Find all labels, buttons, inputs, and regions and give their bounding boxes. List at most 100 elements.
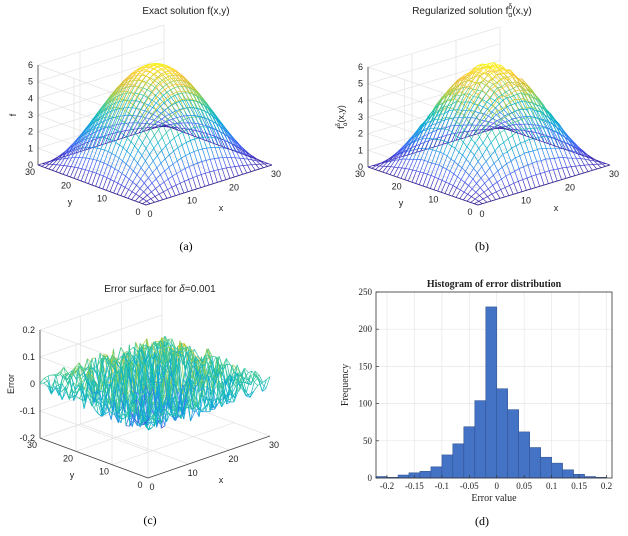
z-axis-label-part: α xyxy=(343,122,349,126)
surface-mesh-line xyxy=(153,114,158,118)
surface-mesh-line xyxy=(131,119,137,129)
surface-mesh-line xyxy=(94,123,100,127)
surface-mesh-line xyxy=(186,129,191,141)
surface-mesh-line xyxy=(259,167,264,170)
surface-mesh-line xyxy=(561,141,566,143)
surface-mesh-line xyxy=(510,95,515,98)
surface-mesh-line xyxy=(161,73,167,79)
surface-mesh-line xyxy=(268,163,273,166)
surface-mesh-line xyxy=(87,358,92,392)
surface-mesh-line xyxy=(568,143,574,147)
surface-mesh-line xyxy=(95,174,101,187)
surface-mesh-line xyxy=(555,122,560,126)
surface-mesh-line xyxy=(226,166,231,169)
surface-mesh-line xyxy=(490,91,495,99)
surface-mesh-line xyxy=(133,122,138,130)
surface-mesh-line xyxy=(505,120,509,123)
surface-mesh-line xyxy=(496,78,501,83)
surface-mesh-line xyxy=(454,125,460,134)
surface-mesh-line xyxy=(73,391,78,401)
surface-mesh-line xyxy=(54,386,59,391)
surface-mesh-line xyxy=(56,158,62,165)
surface-mesh-line xyxy=(250,169,256,173)
surface-mesh-line xyxy=(466,200,471,203)
surface-mesh-line xyxy=(92,376,97,406)
surface-mesh-line xyxy=(473,101,478,106)
surface-mesh-line xyxy=(456,113,462,123)
surface-mesh-line xyxy=(173,80,179,87)
surface-mesh-line xyxy=(121,99,126,109)
panel-b-title-sub: α xyxy=(508,12,512,19)
surface-mesh-line xyxy=(489,167,494,176)
surface-mesh-line xyxy=(70,142,75,148)
surface-mesh-line xyxy=(532,102,537,106)
surface-mesh-line xyxy=(460,86,465,97)
surface-mesh-line xyxy=(107,117,113,128)
surface-mesh-line xyxy=(450,125,455,135)
surface-mesh-line xyxy=(583,171,589,174)
surface-mesh-line xyxy=(474,155,479,162)
surface-mesh-line xyxy=(130,141,135,147)
surface-mesh-line xyxy=(463,121,469,130)
surface-mesh-line xyxy=(491,107,496,113)
panel-c-title: Error surface for δ=0.001 xyxy=(104,284,216,295)
surface-mesh-line xyxy=(530,116,535,118)
surface-mesh-line xyxy=(63,155,68,158)
surface-mesh-line xyxy=(123,99,128,109)
surface-mesh-line xyxy=(140,67,146,72)
surface-mesh-line xyxy=(419,184,424,187)
surface-mesh-line xyxy=(194,138,199,151)
surface-mesh-line xyxy=(460,171,466,180)
surface-mesh-line xyxy=(515,75,520,80)
surface-mesh-line xyxy=(183,108,188,119)
surface-mesh-line xyxy=(448,185,454,196)
surface-mesh-line xyxy=(111,109,116,119)
surface-mesh-line xyxy=(493,62,498,66)
surface-mesh-line xyxy=(467,188,473,195)
surface-mesh-line xyxy=(496,120,502,124)
surface-mesh-line xyxy=(164,170,169,180)
surface-mesh-line xyxy=(474,104,480,112)
surface-mesh-line xyxy=(528,93,533,97)
surface-mesh-line xyxy=(527,162,533,166)
surface-mesh-line xyxy=(77,168,83,180)
surface-mesh-line xyxy=(183,115,189,123)
surface-mesh-line xyxy=(202,132,208,142)
surface-mesh-line xyxy=(213,135,218,138)
surface-mesh-line xyxy=(471,191,477,197)
surface-mesh-line xyxy=(172,173,177,177)
surface-mesh-line xyxy=(235,150,241,153)
surface-mesh-line xyxy=(149,114,154,120)
surface-mesh-line xyxy=(117,85,122,92)
surface-mesh-line xyxy=(88,183,93,186)
surface-mesh-line xyxy=(90,128,96,138)
surface-mesh-line xyxy=(501,167,507,177)
surface-mesh-line xyxy=(486,83,491,90)
surface-mesh-line xyxy=(143,89,148,96)
surface-mesh-line xyxy=(569,140,574,147)
surface-mesh-line xyxy=(505,89,510,93)
surface-mesh-line xyxy=(479,121,485,129)
surface-mesh-line xyxy=(185,84,190,88)
surface-mesh-line xyxy=(255,164,260,170)
surface-mesh-line xyxy=(91,131,96,141)
surface-mesh-line xyxy=(554,137,559,141)
surface-mesh-line xyxy=(49,160,54,165)
surface-mesh-line xyxy=(526,177,532,190)
surface-mesh-line xyxy=(480,119,485,122)
surface-mesh-line xyxy=(402,151,408,160)
surface-mesh-line xyxy=(446,92,452,101)
surface-mesh-line xyxy=(193,107,199,117)
surface-mesh-line xyxy=(508,118,513,122)
surface-mesh-line xyxy=(498,159,503,168)
surface-mesh-line xyxy=(473,97,479,105)
surface-mesh-line xyxy=(52,164,57,171)
surface-mesh-line xyxy=(163,99,168,108)
surface-mesh-line xyxy=(461,74,466,80)
surface-mesh-line xyxy=(108,128,114,140)
surface-mesh-line xyxy=(178,129,183,133)
surface-mesh-line xyxy=(196,107,201,118)
surface-mesh-line xyxy=(151,87,156,93)
surface-mesh-line xyxy=(517,93,523,102)
surface-mesh-line xyxy=(199,116,205,119)
